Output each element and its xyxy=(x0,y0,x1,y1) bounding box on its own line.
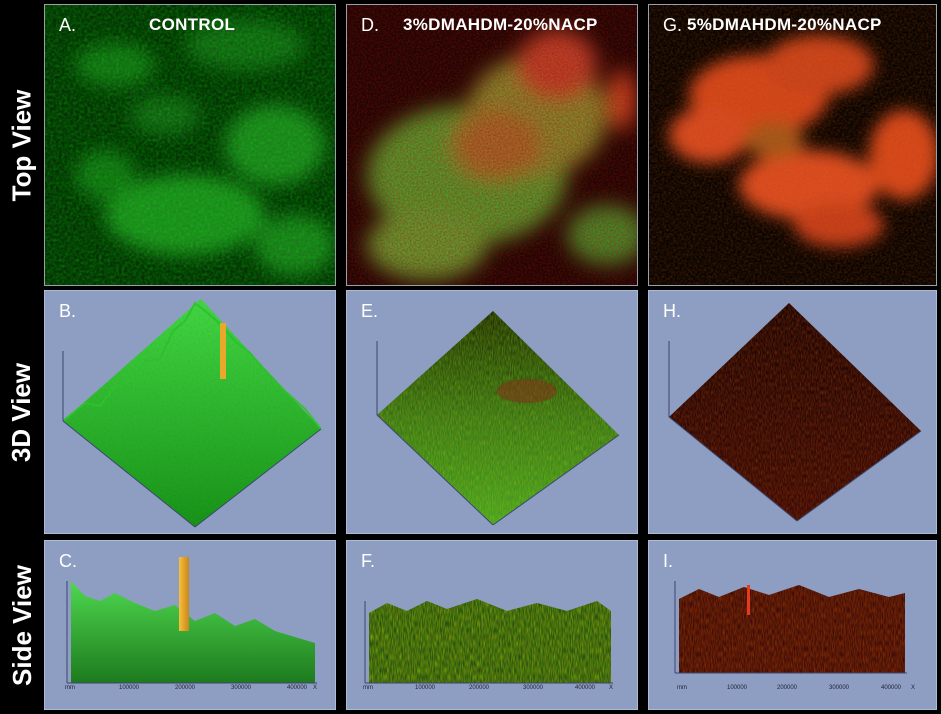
row-label-top-view: Top View xyxy=(0,4,44,286)
panel-b-control-3d-view: B. xyxy=(44,290,336,534)
panel-letter-f: F. xyxy=(361,551,376,571)
panel-letter-e: E. xyxy=(361,301,379,321)
axis-tick-400000: 400000 xyxy=(287,685,308,691)
panel-e-3pct-3d-view: E. xyxy=(346,290,638,534)
axis-tick-x: X xyxy=(313,685,318,691)
axis-tick-mm: mm xyxy=(677,685,687,691)
yellow-spike xyxy=(220,323,226,379)
panel-letter-g: G. xyxy=(663,15,683,35)
axis-tick-400000: 400000 xyxy=(575,685,596,691)
axis-tick-400000: 400000 xyxy=(881,685,902,691)
panel-c-control-side-view: mm 100000 200000 300000 400000 X C. xyxy=(44,540,336,710)
panel-letter-d: D. xyxy=(361,15,379,35)
3pct-3d-surface xyxy=(376,311,620,526)
panel-f-3pct-side-view: mm 100000 200000 300000 400000 X F. xyxy=(346,540,638,710)
row-label-side-view: Side View xyxy=(0,540,44,710)
side-yellow-spike xyxy=(179,557,189,631)
panel-letter-b: B. xyxy=(59,301,77,321)
axis-tick-300000: 300000 xyxy=(523,685,544,691)
axis-tick-mm: mm xyxy=(65,685,75,691)
panel-letter-i: I. xyxy=(663,551,674,571)
control-3d-surface xyxy=(62,299,322,528)
3pct-top-image xyxy=(347,5,637,285)
axis-tick-300000: 300000 xyxy=(829,685,850,691)
panel-letter-c: C. xyxy=(59,551,77,571)
panel-h-5pct-3d-view: H. xyxy=(648,290,937,534)
row-label-top-view-text: Top View xyxy=(6,89,37,201)
panel-letter-h: H. xyxy=(663,301,681,321)
axis-tick-x: X xyxy=(609,685,614,691)
panel-i-5pct-side-view: mm 100000 200000 300000 400000 X I. xyxy=(648,540,937,710)
axis-tick-x: X xyxy=(911,685,916,691)
5pct-3d-surface xyxy=(668,303,922,522)
panel-title-5pct: 5%DMAHDM-20%NACP xyxy=(687,15,882,34)
3pct-side-profile xyxy=(364,599,613,684)
row-label-3d-view-text: 3D View xyxy=(6,362,37,462)
axis-tick-200000: 200000 xyxy=(175,685,196,691)
control-side-profile xyxy=(66,557,317,684)
axis-tick-300000: 300000 xyxy=(231,685,252,691)
row-label-3d-view: 3D View xyxy=(0,290,44,534)
axis-tick-100000: 100000 xyxy=(119,685,140,691)
5pct-top-image xyxy=(649,5,936,285)
axis-tick-100000: 100000 xyxy=(415,685,436,691)
axis-tick-200000: 200000 xyxy=(469,685,490,691)
panel-g-5pct-top-view: G. 5%DMAHDM-20%NACP xyxy=(648,4,937,286)
row-label-side-view-text: Side View xyxy=(6,564,37,686)
panel-title-control: CONTROL xyxy=(149,15,236,34)
panel-d-3pct-top-view: D. 3%DMAHDM-20%NACP xyxy=(346,4,638,286)
5pct-side-profile xyxy=(674,581,907,674)
panel-title-3pct: 3%DMAHDM-20%NACP xyxy=(403,15,598,34)
control-top-image xyxy=(45,5,335,285)
axis-tick-mm: mm xyxy=(363,685,373,691)
panel-a-control-top-view: A. CONTROL xyxy=(44,4,336,286)
axis-tick-100000: 100000 xyxy=(727,685,748,691)
panel-letter-a: A. xyxy=(59,15,77,35)
axis-tick-200000: 200000 xyxy=(777,685,798,691)
